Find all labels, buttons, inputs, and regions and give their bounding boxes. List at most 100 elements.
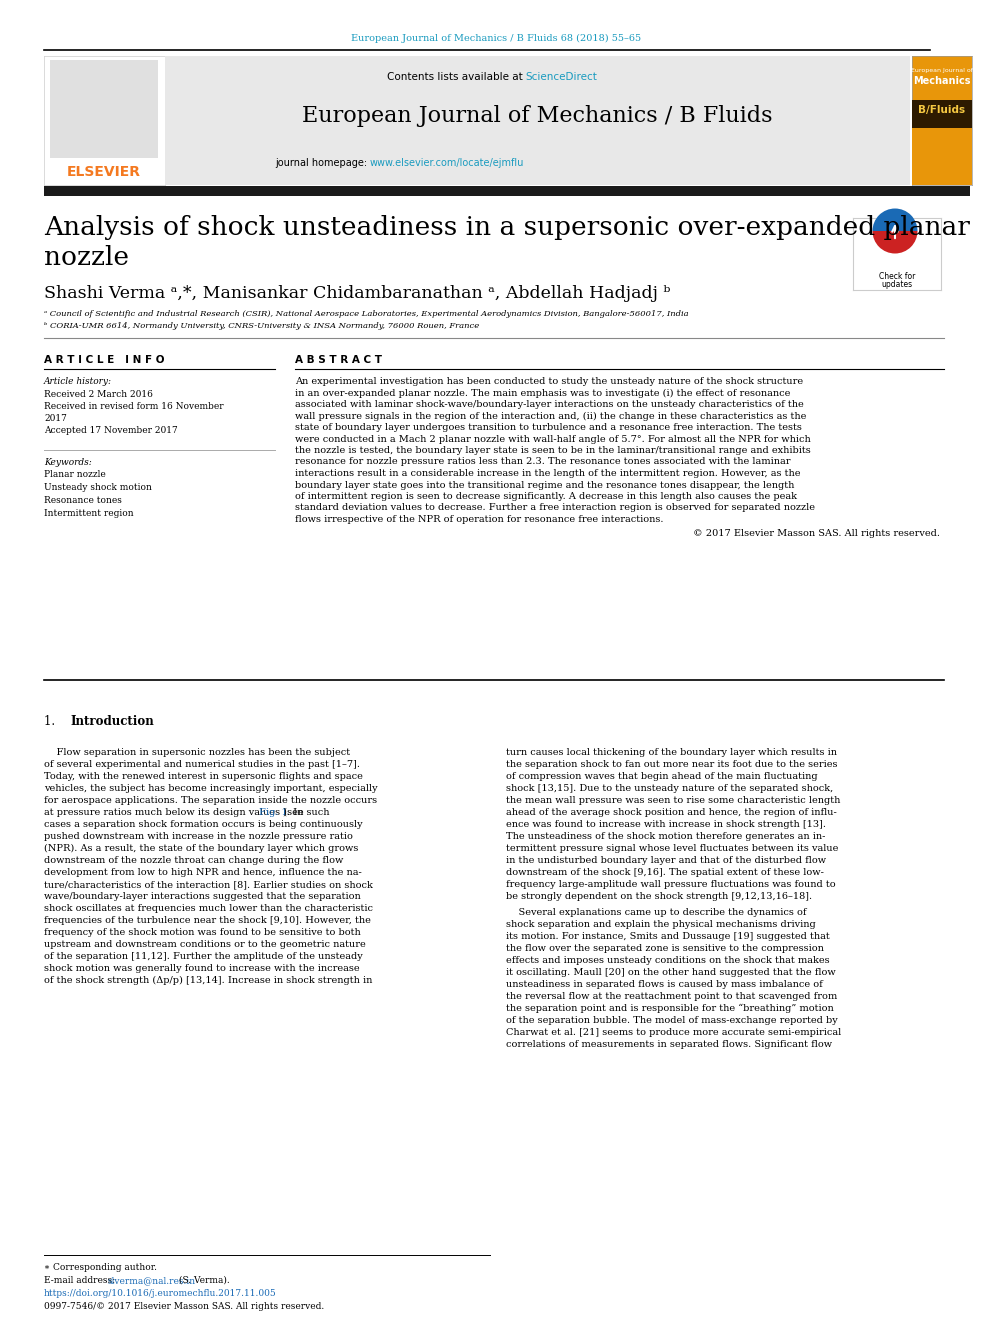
- Text: shock motion was generally found to increase with the increase: shock motion was generally found to incr…: [44, 964, 360, 972]
- Text: © 2017 Elsevier Masson SAS. All rights reserved.: © 2017 Elsevier Masson SAS. All rights r…: [693, 528, 940, 537]
- Text: vehicles, the subject has become increasingly important, especially: vehicles, the subject has become increas…: [44, 785, 378, 792]
- Text: 2017: 2017: [44, 414, 66, 423]
- Text: www.elsevier.com/locate/ejmflu: www.elsevier.com/locate/ejmflu: [370, 157, 525, 168]
- Text: updates: updates: [882, 280, 913, 288]
- Text: for aerospace applications. The separation inside the nozzle occurs: for aerospace applications. The separati…: [44, 796, 377, 804]
- Text: Charwat et al. [21] seems to produce more accurate semi-empirical: Charwat et al. [21] seems to produce mor…: [506, 1028, 841, 1037]
- Text: shock [13,15]. Due to the unsteady nature of the separated shock,: shock [13,15]. Due to the unsteady natur…: [506, 785, 833, 792]
- Text: Check for: Check for: [879, 273, 916, 280]
- Text: (NPR). As a result, the state of the boundary layer which grows: (NPR). As a result, the state of the bou…: [44, 844, 358, 853]
- Text: ∗ Corresponding author.: ∗ Corresponding author.: [44, 1263, 157, 1271]
- Text: be strongly dependent on the shock strength [9,12,13,16–18].: be strongly dependent on the shock stren…: [506, 892, 812, 901]
- Text: The unsteadiness of the shock motion therefore generates an in-: The unsteadiness of the shock motion the…: [506, 832, 825, 841]
- Text: 1.: 1.: [44, 714, 62, 728]
- Text: ᵇ CORIA-UMR 6614, Normandy University, CNRS-University & INSA Normandy, 76000 Ro: ᵇ CORIA-UMR 6614, Normandy University, C…: [44, 321, 479, 329]
- Text: Planar nozzle: Planar nozzle: [44, 470, 106, 479]
- Text: Received 2 March 2016: Received 2 March 2016: [44, 390, 153, 400]
- Text: Mechanics: Mechanics: [914, 75, 971, 86]
- Text: Contents lists available at: Contents lists available at: [387, 71, 526, 82]
- Text: Resonance tones: Resonance tones: [44, 496, 122, 505]
- Text: A R T I C L E   I N F O: A R T I C L E I N F O: [44, 355, 165, 365]
- Text: shock separation and explain the physical mechanisms driving: shock separation and explain the physica…: [506, 919, 815, 929]
- Text: its motion. For instance, Smits and Dussauge [19] suggested that: its motion. For instance, Smits and Duss…: [506, 931, 829, 941]
- Text: the separation shock to fan out more near its foot due to the series: the separation shock to fan out more nea…: [506, 759, 837, 769]
- Text: turn causes local thickening of the boundary layer which results in: turn causes local thickening of the boun…: [506, 747, 837, 757]
- Text: termittent pressure signal whose level fluctuates between its value: termittent pressure signal whose level f…: [506, 844, 838, 853]
- Text: were conducted in a Mach 2 planar nozzle with wall-half angle of 5.7°. For almos: were conducted in a Mach 2 planar nozzle…: [295, 434, 810, 443]
- Text: nozzle: nozzle: [44, 245, 129, 270]
- Text: pushed downstream with increase in the nozzle pressure ratio: pushed downstream with increase in the n…: [44, 832, 353, 841]
- Text: Analysis of shock unsteadiness in a supersonic over-expanded planar: Analysis of shock unsteadiness in a supe…: [44, 216, 970, 239]
- Text: E-mail address:: E-mail address:: [44, 1275, 118, 1285]
- Text: European Journal of Mechanics / B Fluids: European Journal of Mechanics / B Fluids: [302, 105, 772, 127]
- Text: European Journal of Mechanics / B Fluids 68 (2018) 55–65: European Journal of Mechanics / B Fluids…: [351, 34, 641, 44]
- Text: European Journal of: European Journal of: [911, 67, 973, 73]
- Text: An experimental investigation has been conducted to study the unsteady nature of: An experimental investigation has been c…: [295, 377, 804, 386]
- Text: Today, with the renewed interest in supersonic flights and space: Today, with the renewed interest in supe…: [44, 773, 363, 781]
- Text: upstream and downstream conditions or to the geometric nature: upstream and downstream conditions or to…: [44, 941, 366, 949]
- Text: downstream of the shock [9,16]. The spatial extent of these low-: downstream of the shock [9,16]. The spat…: [506, 868, 824, 877]
- Text: Keywords:: Keywords:: [44, 458, 91, 467]
- Text: A B S T R A C T: A B S T R A C T: [295, 355, 382, 365]
- Text: in an over-expanded planar nozzle. The main emphasis was to investigate (i) the : in an over-expanded planar nozzle. The m…: [295, 389, 791, 398]
- Text: the reversal flow at the reattachment point to that scavenged from: the reversal flow at the reattachment po…: [506, 992, 837, 1000]
- Text: Fig. 1: Fig. 1: [259, 808, 288, 818]
- Text: correlations of measurements in separated flows. Significant flow: correlations of measurements in separate…: [506, 1040, 832, 1049]
- Text: standard deviation values to decrease. Further a free interaction region is obse: standard deviation values to decrease. F…: [295, 504, 815, 512]
- Text: Received in revised form 16 November: Received in revised form 16 November: [44, 402, 223, 411]
- Text: of the shock strength (Δp/p) [13,14]. Increase in shock strength in: of the shock strength (Δp/p) [13,14]. In…: [44, 976, 372, 986]
- Text: the flow over the separated zone is sensitive to the compression: the flow over the separated zone is sens…: [506, 943, 824, 953]
- Text: of intermittent region is seen to decrease significantly. A decrease in this len: of intermittent region is seen to decrea…: [295, 492, 797, 501]
- Text: (S. Verma).: (S. Verma).: [177, 1275, 230, 1285]
- Text: boundary layer state goes into the transitional regime and the resonance tones d: boundary layer state goes into the trans…: [295, 480, 795, 490]
- Text: of the separation [11,12]. Further the amplitude of the unsteady: of the separation [11,12]. Further the a…: [44, 953, 363, 960]
- Text: resonance for nozzle pressure ratios less than 2.3. The resonance tones associat: resonance for nozzle pressure ratios les…: [295, 458, 791, 467]
- Text: Several explanations came up to describe the dynamics of: Several explanations came up to describe…: [506, 908, 806, 917]
- Text: frequencies of the turbulence near the shock [9,10]. However, the: frequencies of the turbulence near the s…: [44, 916, 371, 925]
- Text: in the undisturbed boundary layer and that of the disturbed flow: in the undisturbed boundary layer and th…: [506, 856, 826, 865]
- Text: Article history:: Article history:: [44, 377, 112, 386]
- Text: journal homepage:: journal homepage:: [275, 157, 370, 168]
- Text: slverma@nal.res.in: slverma@nal.res.in: [108, 1275, 196, 1285]
- Text: downstream of the nozzle throat can change during the flow: downstream of the nozzle throat can chan…: [44, 856, 343, 865]
- Text: flows irrespective of the NPR of operation for resonance free interactions.: flows irrespective of the NPR of operati…: [295, 515, 664, 524]
- Text: associated with laminar shock-wave/boundary-layer interactions on the unsteady c: associated with laminar shock-wave/bound…: [295, 400, 804, 409]
- Text: effects and imposes unsteady conditions on the shock that makes: effects and imposes unsteady conditions …: [506, 955, 829, 964]
- Text: of compression waves that begin ahead of the main fluctuating: of compression waves that begin ahead of…: [506, 773, 817, 781]
- Text: Introduction: Introduction: [70, 714, 154, 728]
- Text: https://doi.org/10.1016/j.euromechflu.2017.11.005: https://doi.org/10.1016/j.euromechflu.20…: [44, 1289, 277, 1298]
- Text: state of boundary layer undergoes transition to turbulence and a resonance free : state of boundary layer undergoes transi…: [295, 423, 802, 433]
- Text: Shashi Verma ᵃ,*, Manisankar Chidambaranathan ᵃ, Abdellah Hadjadj ᵇ: Shashi Verma ᵃ,*, Manisankar Chidambaran…: [44, 284, 671, 302]
- Text: ScienceDirect: ScienceDirect: [526, 71, 597, 82]
- Text: unsteadiness in separated flows is caused by mass imbalance of: unsteadiness in separated flows is cause…: [506, 979, 822, 988]
- Text: wall pressure signals in the region of the interaction and, (ii) the change in t: wall pressure signals in the region of t…: [295, 411, 806, 421]
- Wedge shape: [873, 209, 918, 232]
- Text: frequency of the shock motion was found to be sensitive to both: frequency of the shock motion was found …: [44, 927, 361, 937]
- Text: Unsteady shock motion: Unsteady shock motion: [44, 483, 152, 492]
- Text: cases a separation shock formation occurs is being continuously: cases a separation shock formation occur…: [44, 820, 363, 830]
- Text: of several experimental and numerical studies in the past [1–7].: of several experimental and numerical st…: [44, 759, 360, 769]
- Text: interactions result in a considerable increase in the length of the intermittent: interactions result in a considerable in…: [295, 468, 801, 478]
- Text: the separation point and is responsible for the “breathing” motion: the separation point and is responsible …: [506, 1004, 833, 1013]
- Text: B/Fluids: B/Fluids: [919, 105, 965, 115]
- Text: frequency large-amplitude wall pressure fluctuations was found to: frequency large-amplitude wall pressure …: [506, 880, 835, 889]
- Text: ture/characteristics of the interaction [8]. Earlier studies on shock: ture/characteristics of the interaction …: [44, 880, 373, 889]
- Text: Intermittent region: Intermittent region: [44, 509, 134, 519]
- Text: ᵃ Council of Scientific and Industrial Research (CSIR), National Aerospace Labor: ᵃ Council of Scientific and Industrial R…: [44, 310, 688, 318]
- Wedge shape: [873, 232, 918, 254]
- Text: it oscillating. Maull [20] on the other hand suggested that the flow: it oscillating. Maull [20] on the other …: [506, 967, 835, 976]
- Text: Accepted 17 November 2017: Accepted 17 November 2017: [44, 426, 178, 435]
- Text: 0997-7546/© 2017 Elsevier Masson SAS. All rights reserved.: 0997-7546/© 2017 Elsevier Masson SAS. Al…: [44, 1302, 324, 1311]
- Text: the mean wall pressure was seen to rise some characteristic length: the mean wall pressure was seen to rise …: [506, 796, 840, 804]
- Text: the nozzle is tested, the boundary layer state is seen to be in the laminar/tran: the nozzle is tested, the boundary layer…: [295, 446, 810, 455]
- Text: wave/boundary-layer interactions suggested that the separation: wave/boundary-layer interactions suggest…: [44, 892, 361, 901]
- Text: of the separation bubble. The model of mass-exchange reported by: of the separation bubble. The model of m…: [506, 1016, 838, 1024]
- Text: Flow separation in supersonic nozzles has been the subject: Flow separation in supersonic nozzles ha…: [44, 747, 350, 757]
- Text: ). In such: ). In such: [283, 808, 329, 818]
- Text: ahead of the average shock position and hence, the region of influ-: ahead of the average shock position and …: [506, 808, 836, 818]
- Text: shock oscillates at frequencies much lower than the characteristic: shock oscillates at frequencies much low…: [44, 904, 373, 913]
- Text: ence was found to increase with increase in shock strength [13].: ence was found to increase with increase…: [506, 820, 826, 830]
- Text: development from low to high NPR and hence, influence the na-: development from low to high NPR and hen…: [44, 868, 362, 877]
- Text: ELSEVIER: ELSEVIER: [67, 165, 141, 179]
- Text: at pressure ratios much below its design values (see: at pressure ratios much below its design…: [44, 808, 307, 818]
